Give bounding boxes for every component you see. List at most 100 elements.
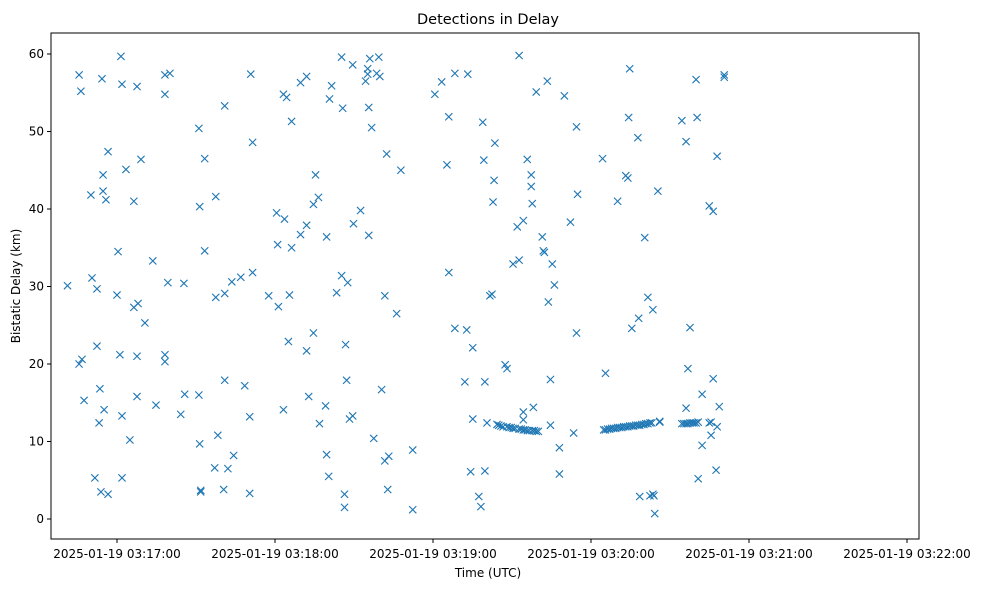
data-point-marker [713,152,722,161]
marker-stroke [220,289,229,298]
marker-stroke [315,419,324,428]
data-point-marker [375,72,384,81]
marker-stroke [573,190,582,199]
data-point-marker [613,197,622,206]
marker-stroke [302,72,311,81]
data-point-marker [95,418,104,427]
marker-stroke [160,357,169,366]
data-point-marker [302,346,311,355]
marker-stroke [280,215,289,224]
data-point-marker [509,260,518,269]
data-point-marker [163,278,172,287]
marker-stroke [682,404,691,413]
data-point-marker [698,441,707,450]
data-point-marker [550,280,559,289]
data-point-marker [625,64,634,73]
marker-stroke [519,415,528,424]
marker-stroke [75,360,84,368]
data-point-marker [287,243,296,252]
data-point-marker [460,377,469,386]
marker-stroke [125,435,134,444]
x-tick-label: 2025-01-19 03:19:00 [369,547,496,561]
marker-stroke [340,490,349,499]
marker-stroke [116,52,125,61]
data-point-marker [648,305,657,314]
data-point-marker [92,284,101,293]
marker-stroke [296,230,305,239]
marker-stroke [527,182,536,191]
data-point-marker [382,149,391,158]
data-point-marker [274,302,283,311]
marker-stroke [527,170,536,179]
marker-stroke [98,74,106,83]
marker-stroke [408,505,417,514]
marker-stroke [311,170,320,179]
data-point-marker [96,487,105,496]
marker-stroke [95,418,104,427]
data-point-marker [280,215,289,224]
marker-stroke [655,418,664,427]
marker-stroke [392,309,401,318]
marker-stroke [692,418,701,427]
data-point-marker [573,190,582,199]
data-point-marker [482,418,491,427]
data-point-marker [692,75,701,84]
data-point-marker [546,375,555,384]
data-point-marker [361,77,370,86]
marker-stroke [528,199,537,208]
marker-stroke [367,123,376,132]
data-point-marker [337,53,346,62]
data-point-marker [101,195,110,204]
data-point-marker [86,191,95,200]
marker-stroke [693,113,702,122]
marker-stroke [160,350,169,359]
marker-stroke [444,268,453,277]
marker-stroke [377,385,386,394]
data-point-marker [160,357,169,366]
marker-stroke [220,101,229,110]
marker-stroke [337,53,346,62]
marker-stroke [677,116,686,125]
data-point-marker [655,418,664,427]
data-point-marker [304,392,313,401]
data-point-marker [337,271,346,280]
y-tick-label: 0 [36,512,44,526]
data-point-marker [219,485,228,494]
data-point-marker [343,278,352,287]
marker-stroke [118,80,126,89]
marker-stroke [625,422,634,430]
data-point-marker [682,404,691,413]
marker-stroke [489,198,498,207]
y-axis-label: Bistatic Delay (km) [9,229,23,344]
data-point-marker [692,418,701,427]
marker-stroke [76,87,85,96]
marker-stroke [340,503,349,512]
marker-stroke [460,377,469,386]
data-point-marker [302,72,311,81]
marker-stroke [532,427,541,436]
data-point-marker [523,155,532,164]
marker-stroke [104,490,113,499]
marker-stroke [623,174,632,182]
data-point-marker [194,124,203,133]
marker-stroke [560,91,569,100]
data-point-marker [694,418,703,427]
data-point-marker [115,350,124,359]
marker-stroke [101,195,110,204]
data-point-marker [462,325,471,334]
marker-stroke [598,154,607,163]
data-point-marker [643,293,652,302]
marker-stroke [118,473,126,482]
marker-stroke [115,350,124,359]
marker-stroke [163,278,172,287]
plot-frame [50,32,920,540]
marker-stroke [633,133,642,142]
marker-stroke [296,78,305,87]
marker-stroke [601,369,610,378]
data-point-marker [179,279,188,288]
data-point-marker [384,452,393,461]
data-point-marker [211,192,220,201]
marker-stroke [643,293,652,302]
marker-stroke [627,324,636,333]
marker-stroke [113,291,121,300]
